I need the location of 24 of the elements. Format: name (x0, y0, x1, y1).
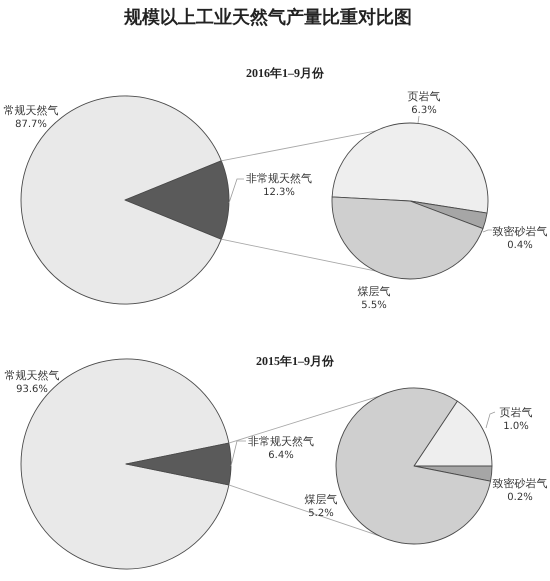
data-label: 1.0% (503, 421, 529, 432)
slice-label: 常规天然气 (4, 369, 60, 382)
slice-label: 页岩气 (408, 90, 440, 103)
chart-title: 规模以上工业天然气产量比重对比图 (123, 7, 412, 27)
slice-label: 致密砂岩气 (492, 477, 548, 490)
data-label: 0.2% (507, 492, 533, 503)
slice-label: 非常规天然气 (246, 172, 312, 185)
slice-label: 煤层气 (304, 493, 338, 506)
data-label: 6.3% (411, 105, 437, 116)
slice-label: 煤层气 (358, 285, 390, 298)
slice-label: 常规天然气 (4, 104, 58, 117)
data-label: 93.6% (16, 384, 48, 395)
data-label: 12.3% (263, 187, 295, 198)
slice-label: 非常规天然气 (248, 435, 314, 448)
chart-title: 2015年1–9月份 (256, 354, 335, 368)
data-label: 6.4% (268, 450, 294, 461)
data-label: 5.5% (361, 300, 387, 311)
data-label: 0.4% (507, 240, 533, 251)
slice-label: 致密砂岩气 (492, 225, 548, 238)
data-label: 87.7% (15, 119, 47, 130)
chart-subtitle: 2016年1–9月份 (246, 66, 325, 80)
pie-slice (336, 388, 491, 544)
slice-label: 页岩气 (500, 406, 532, 419)
data-label: 5.2% (308, 508, 334, 519)
